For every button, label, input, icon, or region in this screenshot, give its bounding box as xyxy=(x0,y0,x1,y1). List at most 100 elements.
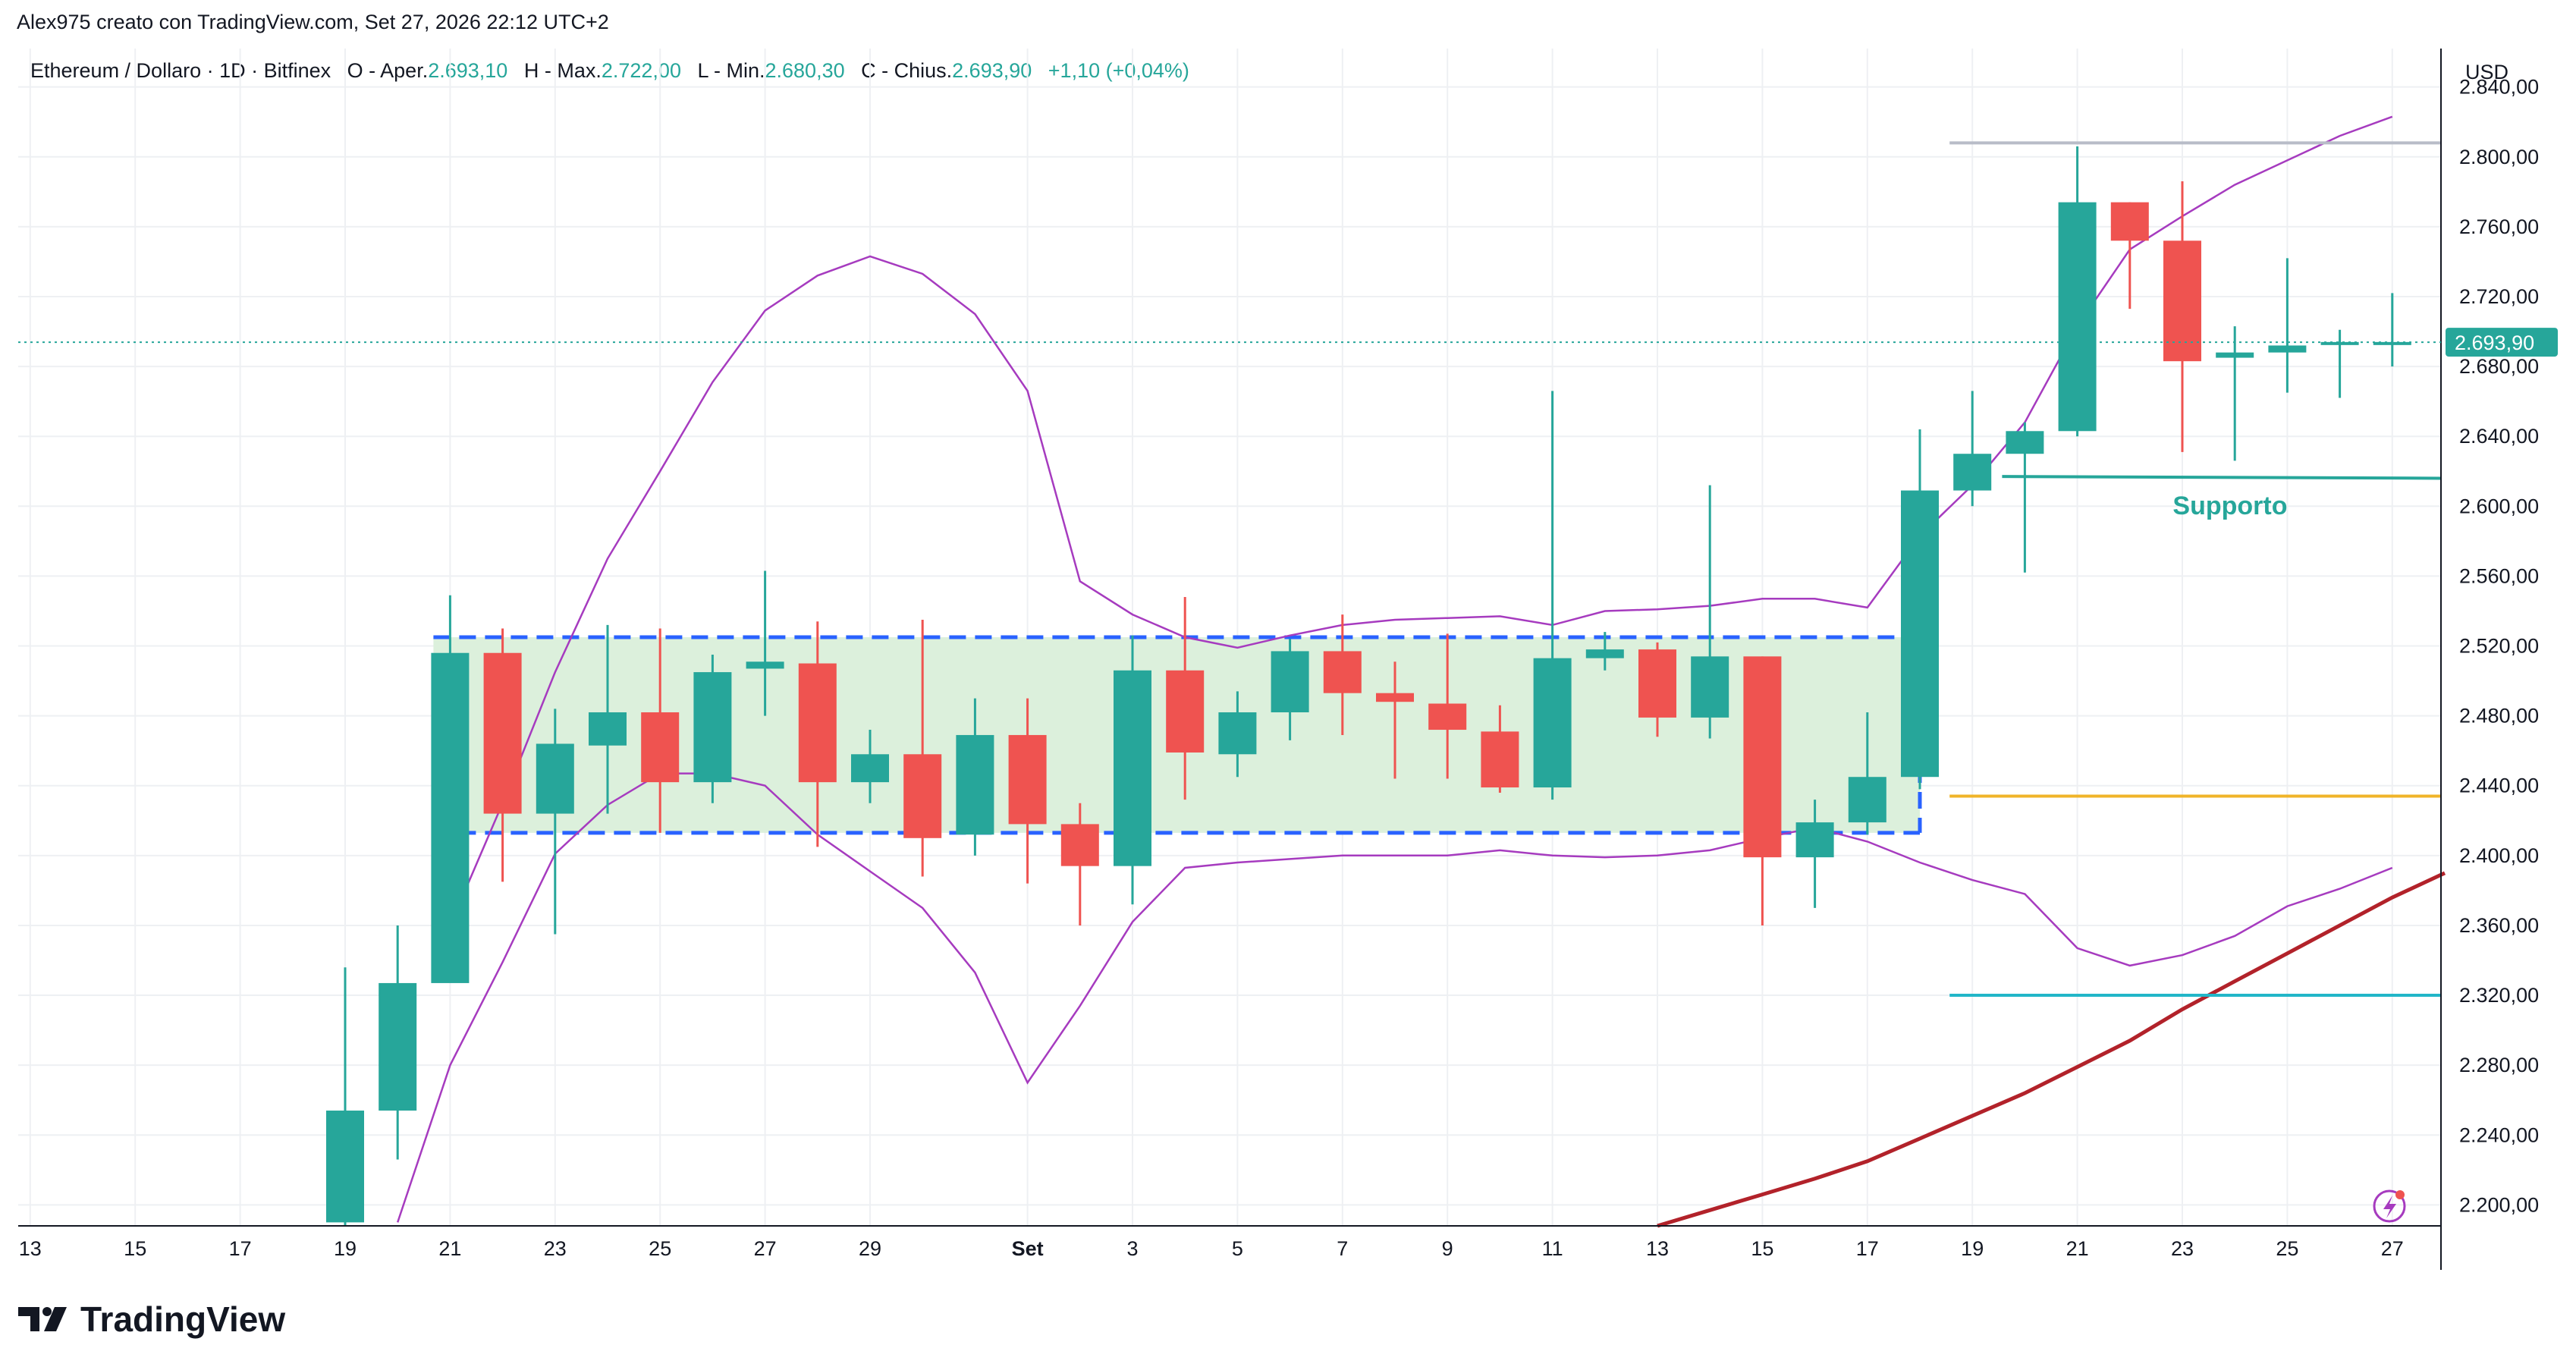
change-value: +1,10 (+0,04%) xyxy=(1048,59,1189,82)
candle-body xyxy=(1638,649,1676,718)
candle-body xyxy=(851,754,889,783)
candle-body xyxy=(641,712,680,783)
chart-creator-credit: Alex975 creato con TradingView.com, Set … xyxy=(17,11,609,33)
price-tick-label: 2.520,00 xyxy=(2459,635,2539,658)
sma-line xyxy=(1657,871,2446,1228)
horizontal-levels: Supporto xyxy=(1949,141,2442,998)
candle-body xyxy=(379,982,417,1111)
candle-body xyxy=(1271,651,1309,713)
time-tick-label: 3 xyxy=(1126,1237,1138,1260)
time-tick-label: 17 xyxy=(229,1237,252,1260)
candle-body xyxy=(1323,651,1362,693)
price-tick-label: 2.840,00 xyxy=(2459,76,2539,99)
candle-body xyxy=(2110,202,2149,241)
candle-body xyxy=(1060,824,1099,866)
price-tick-label: 2.320,00 xyxy=(2459,984,2539,1007)
time-tick-label: 25 xyxy=(649,1237,671,1260)
candle-body xyxy=(1114,670,1151,866)
price-tick-label: 2.680,00 xyxy=(2459,355,2539,378)
candle-body xyxy=(798,663,837,783)
candle-body xyxy=(1376,693,1414,702)
symbol-legend: Ethereum / Dollaro · 1D · Bitfinex O - A… xyxy=(30,59,1189,83)
time-tick-label: 21 xyxy=(438,1237,461,1260)
price-tick-label: 2.400,00 xyxy=(2459,844,2539,867)
chart-grid xyxy=(18,49,2441,1226)
time-tick-label: 27 xyxy=(754,1237,777,1260)
candle-body xyxy=(956,734,994,835)
open-label: O - Aper. xyxy=(347,59,429,82)
notification-dot-icon xyxy=(2395,1190,2405,1199)
time-tick-label: 27 xyxy=(2381,1237,2404,1260)
price-tick-label: 2.600,00 xyxy=(2459,495,2539,517)
chart-axes: 2.840,00 2.800,00 2.760,00 2.720,00 2.680,00… xyxy=(18,49,2558,1270)
low-label: L - Min. xyxy=(697,59,765,82)
candle-body xyxy=(536,743,574,814)
time-tick-label: 21 xyxy=(2066,1237,2089,1260)
candle-body xyxy=(2373,341,2411,345)
price-tick-label: 2.720,00 xyxy=(2459,285,2539,308)
candle-body xyxy=(1008,734,1047,825)
candle-body xyxy=(589,712,627,746)
candle-body xyxy=(1743,656,1782,858)
time-tick-label: 9 xyxy=(1442,1237,1453,1260)
open-value: 2.693,10 xyxy=(428,59,508,82)
time-tick-label: 23 xyxy=(2171,1237,2194,1260)
candle-body xyxy=(326,1111,364,1223)
price-tick-label: 2.480,00 xyxy=(2459,705,2539,727)
high-label: H - Max. xyxy=(523,59,602,82)
candle-body xyxy=(1481,731,1519,788)
candle-body xyxy=(2320,341,2359,345)
candle-body xyxy=(1166,670,1205,753)
price-tick-label: 2.760,00 xyxy=(2459,215,2539,238)
close-value: 2.693,90 xyxy=(952,59,1032,82)
candle-body xyxy=(1901,490,1939,778)
support-label: Supporto xyxy=(2172,492,2287,520)
candle-body xyxy=(1533,658,1572,788)
time-tick-label: 19 xyxy=(334,1237,357,1260)
candle-body xyxy=(2163,240,2201,362)
time-tick-label: Set xyxy=(1012,1237,1044,1260)
time-tick-label: 5 xyxy=(1232,1237,1243,1260)
price-tick-label: 2.200,00 xyxy=(2459,1193,2539,1216)
time-tick-label: 19 xyxy=(1961,1237,1984,1260)
moving-average xyxy=(1657,871,2446,1228)
time-tick-label: 11 xyxy=(1542,1237,1563,1260)
currency-label[interactable]: USD xyxy=(2465,61,2509,83)
symbol-name: Ethereum / Dollaro · 1D · Bitfinex xyxy=(30,59,331,82)
current-price-tag xyxy=(2446,328,2558,357)
candle-body xyxy=(1585,649,1624,658)
lightning-icon-ring xyxy=(2373,1189,2406,1223)
price-tick-label: 2.360,00 xyxy=(2459,914,2539,937)
candle-body xyxy=(1953,454,1992,491)
candle-body xyxy=(1691,656,1729,718)
candle-body xyxy=(746,661,784,669)
candle-body xyxy=(2216,352,2254,358)
time-tick-label: 7 xyxy=(1337,1237,1348,1260)
tradingview-logo-text: TradingView xyxy=(80,1299,286,1339)
candle-body xyxy=(431,652,470,983)
price-tick-label: 2.640,00 xyxy=(2459,425,2539,448)
price-tick-label: 2.440,00 xyxy=(2459,775,2539,797)
candle-body xyxy=(483,652,522,814)
price-tick-label: 2.800,00 xyxy=(2459,146,2539,168)
chart-overlay xyxy=(18,341,2441,1223)
candle-body xyxy=(1428,703,1467,731)
time-tick-label: 23 xyxy=(544,1237,567,1260)
bollinger-lower-line xyxy=(397,772,2393,1223)
candle-body xyxy=(1795,822,1834,858)
tradingview-logo-icon xyxy=(18,1307,67,1331)
time-tick-label: 25 xyxy=(2276,1237,2298,1260)
time-tick-label: 17 xyxy=(1856,1237,1879,1260)
low-value: 2.680,30 xyxy=(765,59,845,82)
candle-body xyxy=(903,754,942,838)
level-line-support xyxy=(2002,475,2442,480)
time-tick-label: 29 xyxy=(859,1237,881,1260)
time-tick-label: 15 xyxy=(124,1237,146,1260)
current-price-tag-label: 2.693,90 xyxy=(2455,332,2534,354)
candle-body xyxy=(693,672,732,783)
tradingview-logo: TradingView xyxy=(18,1299,285,1340)
candlestick-series xyxy=(326,146,2411,1226)
time-tick-label: 13 xyxy=(19,1237,42,1260)
price-tick-label: 2.240,00 xyxy=(2459,1123,2539,1146)
